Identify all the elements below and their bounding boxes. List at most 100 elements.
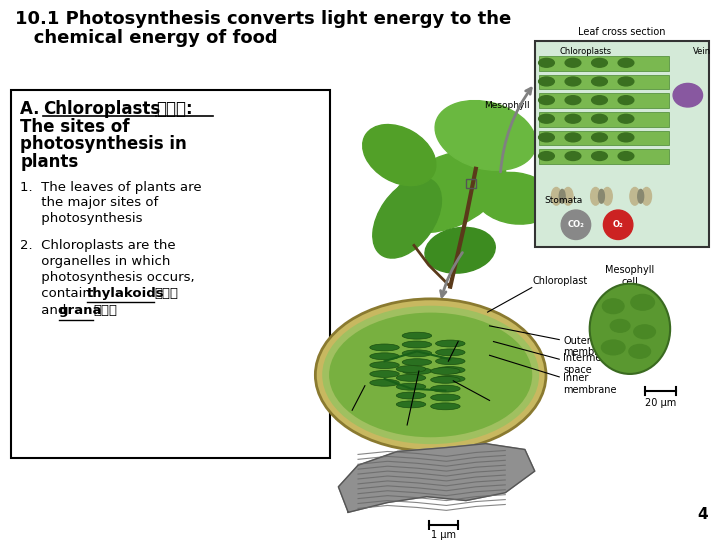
Ellipse shape (673, 83, 703, 107)
Ellipse shape (618, 114, 634, 123)
Ellipse shape (370, 370, 400, 377)
Ellipse shape (370, 379, 400, 386)
Ellipse shape (373, 178, 441, 258)
Ellipse shape (552, 187, 561, 205)
Text: and: and (20, 304, 71, 318)
Ellipse shape (431, 376, 460, 383)
Ellipse shape (402, 350, 432, 357)
Ellipse shape (475, 172, 555, 224)
Text: 2.  Chloroplasts are the: 2. Chloroplasts are the (20, 239, 176, 253)
Ellipse shape (396, 392, 426, 399)
Ellipse shape (436, 367, 465, 374)
Text: Mesophyll
cell: Mesophyll cell (606, 265, 654, 287)
Ellipse shape (315, 299, 546, 451)
Ellipse shape (603, 187, 612, 205)
Ellipse shape (396, 383, 426, 390)
Ellipse shape (592, 133, 608, 142)
Ellipse shape (539, 77, 554, 86)
Ellipse shape (363, 125, 436, 186)
Ellipse shape (539, 96, 554, 105)
Ellipse shape (592, 96, 608, 105)
Text: 1.  The leaves of plants are: 1. The leaves of plants are (20, 180, 202, 194)
Text: A.: A. (20, 100, 45, 118)
Ellipse shape (396, 374, 426, 381)
Ellipse shape (396, 366, 426, 373)
Ellipse shape (370, 362, 400, 368)
Text: grana: grana (59, 304, 102, 318)
Text: 4: 4 (697, 507, 708, 522)
Bar (539, 131, 669, 145)
Ellipse shape (539, 58, 554, 68)
Text: Vein: Vein (693, 47, 711, 56)
Ellipse shape (436, 375, 465, 382)
Text: 類袈體: 類袈體 (154, 287, 178, 300)
Ellipse shape (592, 114, 608, 123)
Ellipse shape (638, 190, 644, 203)
Text: contain: contain (20, 287, 96, 300)
Ellipse shape (631, 294, 654, 310)
Polygon shape (338, 444, 535, 512)
Ellipse shape (539, 114, 554, 123)
Text: Stomata: Stomata (544, 195, 582, 205)
Text: Leaf cross section: Leaf cross section (578, 28, 666, 37)
Ellipse shape (603, 299, 624, 314)
Ellipse shape (565, 114, 581, 123)
Ellipse shape (402, 332, 432, 339)
Text: photosynthesis in: photosynthesis in (20, 136, 187, 153)
Ellipse shape (630, 187, 640, 205)
Ellipse shape (436, 349, 465, 356)
Text: Mesophyll: Mesophyll (484, 100, 530, 110)
Ellipse shape (396, 401, 426, 408)
Ellipse shape (436, 340, 465, 347)
Bar (539, 149, 669, 164)
Text: photosynthesis occurs,: photosynthesis occurs, (20, 271, 195, 284)
Ellipse shape (598, 190, 604, 203)
Ellipse shape (618, 152, 634, 160)
Ellipse shape (431, 385, 460, 392)
Text: Thylakoid: Thylakoid (435, 329, 482, 340)
Ellipse shape (590, 187, 600, 205)
Text: 1 μm: 1 μm (431, 530, 456, 540)
Ellipse shape (402, 359, 432, 366)
Ellipse shape (642, 187, 652, 205)
Ellipse shape (559, 190, 565, 203)
Text: Inner
membrane: Inner membrane (563, 373, 616, 395)
Text: thylakoids: thylakoids (87, 287, 165, 300)
Ellipse shape (425, 227, 495, 273)
Ellipse shape (370, 353, 400, 360)
Ellipse shape (402, 368, 432, 374)
Text: Chloroplast: Chloroplast (533, 275, 588, 286)
Text: 葉綠體:: 葉綠體: (156, 100, 192, 118)
Text: CO₂: CO₂ (567, 220, 585, 230)
Ellipse shape (629, 345, 650, 358)
Ellipse shape (601, 340, 625, 355)
Ellipse shape (634, 325, 655, 339)
Text: 20 μm: 20 μm (644, 397, 676, 408)
Ellipse shape (323, 306, 539, 444)
Ellipse shape (618, 133, 634, 142)
Ellipse shape (592, 77, 608, 86)
Ellipse shape (565, 152, 581, 160)
Ellipse shape (611, 320, 630, 332)
Text: organelles in which: organelles in which (20, 255, 171, 268)
Ellipse shape (565, 58, 581, 68)
Ellipse shape (329, 313, 532, 437)
Text: photosynthesis: photosynthesis (20, 212, 143, 225)
Text: plants: plants (20, 153, 78, 171)
Text: O₂: O₂ (613, 220, 624, 230)
Text: 葉綠層: 葉綠層 (93, 304, 117, 318)
Text: Chloroplasts: Chloroplasts (43, 100, 161, 118)
Ellipse shape (592, 152, 608, 160)
Bar (539, 75, 669, 89)
Text: chemical energy of food: chemical energy of food (14, 30, 277, 48)
Ellipse shape (563, 187, 573, 205)
Ellipse shape (391, 150, 506, 233)
Text: Thylakoid
space: Thylakoid space (467, 402, 513, 424)
Circle shape (561, 210, 590, 239)
Bar (539, 112, 669, 126)
Ellipse shape (590, 284, 670, 374)
Ellipse shape (370, 344, 400, 351)
Ellipse shape (539, 152, 554, 160)
Bar (11, 90, 330, 458)
Ellipse shape (431, 368, 460, 374)
